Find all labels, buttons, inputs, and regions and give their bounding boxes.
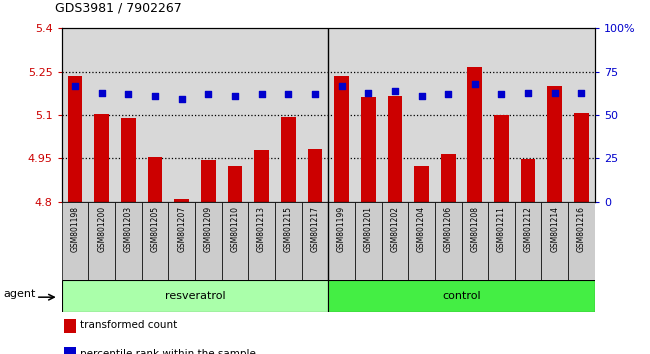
- Bar: [541, 202, 568, 280]
- Bar: [387, 96, 402, 202]
- Bar: [94, 114, 109, 202]
- Text: GSM801201: GSM801201: [364, 206, 372, 252]
- Point: [577, 90, 587, 95]
- Text: GSM801207: GSM801207: [177, 206, 186, 252]
- Bar: [121, 118, 136, 202]
- Bar: [382, 202, 408, 280]
- Text: resveratrol: resveratrol: [164, 291, 226, 301]
- Bar: [414, 166, 429, 202]
- Bar: [307, 149, 322, 202]
- Text: GSM801215: GSM801215: [284, 206, 292, 252]
- Bar: [195, 202, 222, 280]
- Bar: [515, 202, 541, 280]
- Bar: [521, 159, 536, 202]
- Point: [337, 83, 347, 88]
- Bar: [302, 202, 328, 280]
- Bar: [462, 202, 488, 280]
- Bar: [467, 67, 482, 202]
- Bar: [248, 202, 275, 280]
- Text: GSM801202: GSM801202: [391, 206, 399, 252]
- Point: [363, 90, 373, 95]
- Bar: [568, 202, 595, 280]
- Bar: [441, 154, 456, 202]
- Bar: [201, 160, 216, 202]
- Text: agent: agent: [3, 289, 36, 299]
- Point: [70, 83, 81, 88]
- Bar: [328, 280, 595, 312]
- Text: GSM801206: GSM801206: [444, 206, 452, 252]
- Bar: [574, 113, 589, 202]
- Point: [523, 90, 533, 95]
- Bar: [355, 202, 382, 280]
- Point: [310, 91, 320, 97]
- Bar: [488, 202, 515, 280]
- Text: GSM801210: GSM801210: [231, 206, 239, 252]
- Text: percentile rank within the sample: percentile rank within the sample: [81, 349, 256, 354]
- Text: GSM801212: GSM801212: [524, 206, 532, 252]
- Text: GSM801198: GSM801198: [71, 206, 79, 252]
- Bar: [174, 199, 189, 202]
- Bar: [494, 115, 509, 202]
- Bar: [168, 202, 195, 280]
- Bar: [328, 202, 355, 280]
- Bar: [64, 347, 76, 354]
- Point: [283, 91, 294, 97]
- Bar: [254, 150, 269, 202]
- Text: GSM801213: GSM801213: [257, 206, 266, 252]
- Point: [150, 93, 161, 99]
- Bar: [227, 166, 242, 202]
- Bar: [281, 117, 296, 202]
- Bar: [547, 86, 562, 202]
- Text: GSM801205: GSM801205: [151, 206, 159, 252]
- Bar: [68, 76, 83, 202]
- Point: [417, 93, 427, 99]
- Bar: [62, 202, 88, 280]
- Text: GSM801214: GSM801214: [551, 206, 559, 252]
- Text: GSM801209: GSM801209: [204, 206, 213, 252]
- Point: [203, 91, 213, 97]
- Bar: [142, 202, 168, 280]
- Point: [469, 81, 480, 87]
- Point: [550, 90, 560, 95]
- Text: transformed count: transformed count: [81, 320, 177, 330]
- Text: GSM801199: GSM801199: [337, 206, 346, 252]
- Bar: [64, 319, 76, 332]
- Bar: [148, 157, 162, 202]
- Bar: [334, 76, 349, 202]
- Bar: [88, 202, 115, 280]
- Text: GSM801203: GSM801203: [124, 206, 133, 252]
- Text: GSM801211: GSM801211: [497, 206, 506, 252]
- Text: GSM801216: GSM801216: [577, 206, 586, 252]
- Point: [497, 91, 507, 97]
- Bar: [275, 202, 302, 280]
- Bar: [222, 202, 248, 280]
- Point: [230, 93, 240, 99]
- Bar: [115, 202, 142, 280]
- Text: control: control: [442, 291, 481, 301]
- Bar: [408, 202, 435, 280]
- Point: [124, 91, 134, 97]
- Text: GSM801208: GSM801208: [471, 206, 479, 252]
- Text: GSM801204: GSM801204: [417, 206, 426, 252]
- Point: [443, 91, 454, 97]
- Point: [390, 88, 400, 93]
- Bar: [361, 97, 376, 202]
- Point: [96, 90, 107, 95]
- Bar: [435, 202, 462, 280]
- Text: GSM801217: GSM801217: [311, 206, 319, 252]
- Point: [177, 97, 187, 102]
- Bar: [62, 280, 328, 312]
- Text: GDS3981 / 7902267: GDS3981 / 7902267: [55, 1, 182, 14]
- Point: [256, 91, 267, 97]
- Text: GSM801200: GSM801200: [98, 206, 106, 252]
